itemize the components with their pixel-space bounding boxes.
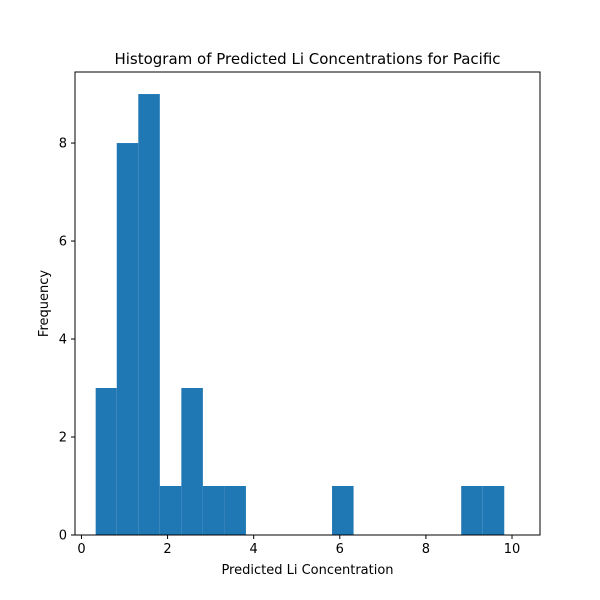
x-tick-label: 4 — [250, 542, 258, 557]
y-tick-label: 8 — [59, 137, 67, 152]
histogram-bar — [332, 486, 354, 535]
histogram-bar — [482, 486, 505, 535]
x-tick-label: 10 — [504, 542, 521, 557]
histogram-bar — [224, 486, 246, 535]
y-axis: 0 2 4 6 8 — [59, 137, 75, 544]
x-tick-label: 2 — [163, 542, 171, 557]
x-axis-label: Predicted Li Concentration — [221, 563, 393, 578]
x-tick-label: 8 — [422, 542, 430, 557]
histogram-bar — [116, 143, 139, 535]
histogram-bar — [202, 486, 225, 535]
plot-frame — [74, 71, 541, 536]
bars-layer — [95, 94, 505, 536]
x-axis: 0 2 4 6 8 10 — [77, 535, 520, 557]
histogram-bar — [159, 486, 182, 535]
y-tick-label: 6 — [59, 235, 67, 250]
y-tick-label: 0 — [59, 529, 67, 544]
chart-title: Histogram of Predicted Li Concentrations… — [114, 50, 500, 68]
histogram-bar — [138, 94, 160, 536]
x-tick-label: 0 — [77, 542, 85, 557]
histogram-bar — [95, 388, 117, 535]
histogram-bar — [181, 388, 203, 535]
histogram-bar — [461, 486, 483, 535]
x-tick-label: 6 — [336, 542, 344, 557]
y-axis-label: Frequency — [37, 270, 52, 337]
y-tick-label: 4 — [59, 333, 67, 348]
y-tick-label: 2 — [59, 431, 67, 446]
